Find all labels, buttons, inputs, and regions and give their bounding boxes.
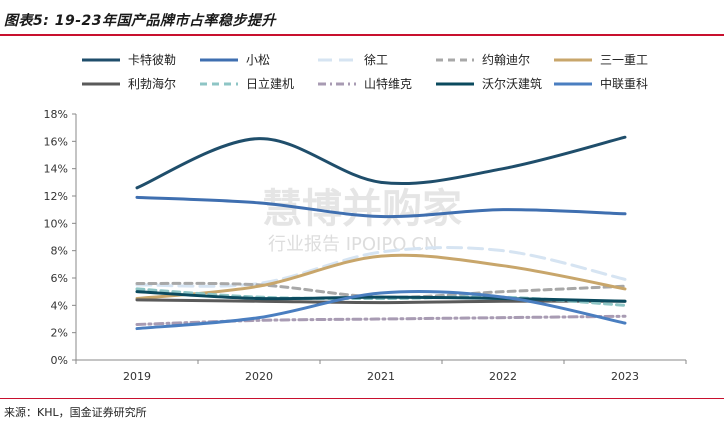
legend-label: 卡特彼勒 <box>128 52 176 67</box>
y-tick-label: 2% <box>51 327 68 340</box>
series-line-2 <box>135 195 627 219</box>
legend-label: 沃尔沃建筑 <box>482 76 542 91</box>
legend-label: 中联重科 <box>600 76 648 91</box>
axes: 0% 2% 4% 6% 8% 10% 12% 14% 16% 18% 2019 2020 2021 202… <box>44 108 687 383</box>
y-tick-label: 12% <box>44 190 68 203</box>
series-line-10 <box>135 289 627 331</box>
legend-label: 徐工 <box>364 52 388 67</box>
series-line-5 <box>135 253 627 300</box>
y-tick-label: 4% <box>51 299 68 312</box>
source-note: 来源：KHL，国金证券研究所 <box>4 406 147 419</box>
series-lines <box>135 135 627 331</box>
legend-label: 约翰迪尔 <box>482 52 530 67</box>
y-tick-label: 0% <box>51 354 68 367</box>
series-line-9 <box>135 290 627 303</box>
legend-label: 三一重工 <box>600 53 648 67</box>
y-tick-label: 18% <box>44 108 68 121</box>
x-tick-label: 2020 <box>245 370 273 383</box>
watermark-line2: 行业报告 IPOIPO.CN <box>268 234 437 255</box>
series-line-1 <box>135 135 627 190</box>
legend-label: 日立建机 <box>246 76 294 91</box>
series-line-3 <box>135 246 627 288</box>
x-tick-label: 2021 <box>367 370 395 383</box>
y-tick-label: 14% <box>44 163 68 176</box>
x-tick-label: 2022 <box>489 370 517 383</box>
y-tick-label: 8% <box>51 245 68 258</box>
title-divider <box>0 34 724 36</box>
source-divider <box>0 398 724 399</box>
chart-title: 图表5: 19-23年国产品牌市占率稳步提升 <box>4 13 276 29</box>
legend-label: 山特维克 <box>364 76 412 91</box>
y-tick-label: 6% <box>51 272 68 285</box>
watermark: 慧博并购家 行业报告 IPOIPO.CN <box>262 186 462 255</box>
x-tick-label: 2023 <box>611 370 639 383</box>
x-tick-label: 2019 <box>123 370 151 383</box>
y-tick-label: 16% <box>44 135 68 148</box>
legend-label: 利勃海尔 <box>128 76 176 91</box>
legend-label: 小松 <box>246 53 270 67</box>
series-line-6 <box>135 298 627 305</box>
watermark-line1: 慧博并购家 <box>262 186 462 232</box>
y-tick-label: 10% <box>44 217 68 230</box>
